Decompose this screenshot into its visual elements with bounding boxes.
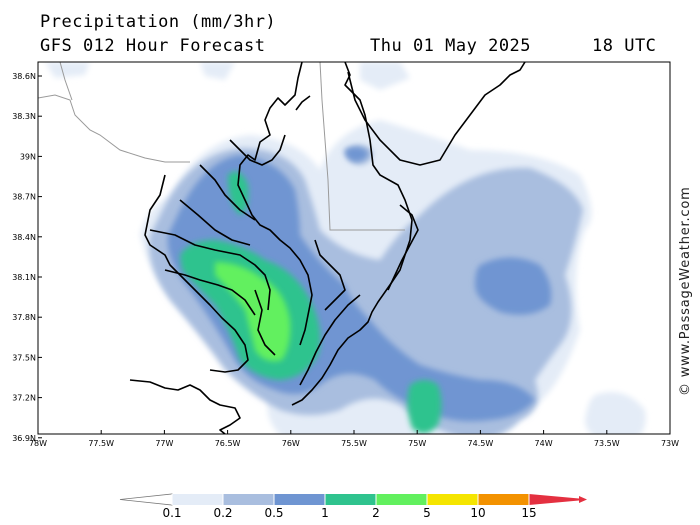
map-area — [38, 62, 670, 434]
colorbar-swatch — [274, 494, 325, 505]
lat-tick-label: 37.2N — [12, 394, 36, 403]
lat-tick-label: 39N — [20, 152, 36, 161]
colorbar-swatch — [427, 494, 478, 505]
chart-title: Precipitation (mm/3hr) — [40, 12, 277, 32]
lon-tick-label: 75W — [408, 439, 426, 448]
coastline — [129, 62, 526, 434]
precipitation-colorbar: 0.1 0.2 0.5 1 2 5 10 15 — [119, 493, 587, 520]
lon-tick-label: 75.5W — [341, 439, 367, 448]
lat-tick-label: 38.4N — [12, 233, 36, 242]
longitude-axis: 78W 77.5W 77W 76.5W 76W 75.5W 75W 74.5W 74W 73.5W… — [29, 430, 679, 448]
state-borders — [38, 62, 405, 231]
lat-tick-label: 36.9N — [12, 434, 36, 443]
lat-tick-label: 38.1N — [12, 273, 36, 282]
lon-tick-label: 74W — [535, 439, 553, 448]
lat-tick-label: 37.5N — [12, 353, 36, 362]
lat-tick-label: 37.8N — [12, 313, 36, 322]
lon-tick-label: 76.5W — [215, 439, 241, 448]
forecast-date: Thu 01 May 2025 — [370, 36, 532, 56]
latitude-axis: 38.6N 38.3N 39N 38.7N 38.4N 38.1N 37.8N 37.5N 37… — [12, 72, 42, 443]
lon-tick-label: 78W — [29, 439, 47, 448]
lon-tick-label: 77.5W — [88, 439, 114, 448]
lat-tick-label: 38.3N — [12, 112, 36, 121]
colorbar-label: 1 — [321, 506, 329, 520]
colorbar-swatch — [172, 494, 223, 505]
colorbar-right-arrow — [579, 496, 587, 503]
colorbar-left-arrow — [119, 493, 173, 506]
forecast-time: 18 UTC — [592, 36, 657, 56]
lon-tick-label: 73.5W — [594, 439, 620, 448]
forecast-model-label: GFS 012 Hour Forecast — [40, 36, 266, 56]
lon-tick-label: 74.5W — [468, 439, 494, 448]
colorbar-swatch — [376, 494, 427, 505]
colorbar-swatch — [223, 494, 274, 505]
colorbar-label: 0.1 — [162, 506, 181, 520]
watermark-text: © www.PassageWeather.com — [678, 186, 693, 396]
colorbar-label: 2 — [372, 506, 380, 520]
colorbar-label: 0.5 — [264, 506, 283, 520]
colorbar-label: 10 — [470, 506, 485, 520]
lon-tick-label: 76W — [282, 439, 300, 448]
colorbar-label: 0.2 — [213, 506, 232, 520]
colorbar-swatch — [325, 494, 376, 505]
colorbar-swatch — [478, 494, 529, 505]
colorbar-label: 15 — [521, 506, 536, 520]
lat-tick-label: 38.6N — [12, 72, 36, 81]
lon-tick-label: 73W — [661, 439, 679, 448]
colorbar-swatch — [529, 494, 579, 505]
lon-tick-label: 77W — [155, 439, 173, 448]
lat-tick-label: 38.7N — [12, 193, 36, 202]
colorbar-label: 5 — [423, 506, 431, 520]
